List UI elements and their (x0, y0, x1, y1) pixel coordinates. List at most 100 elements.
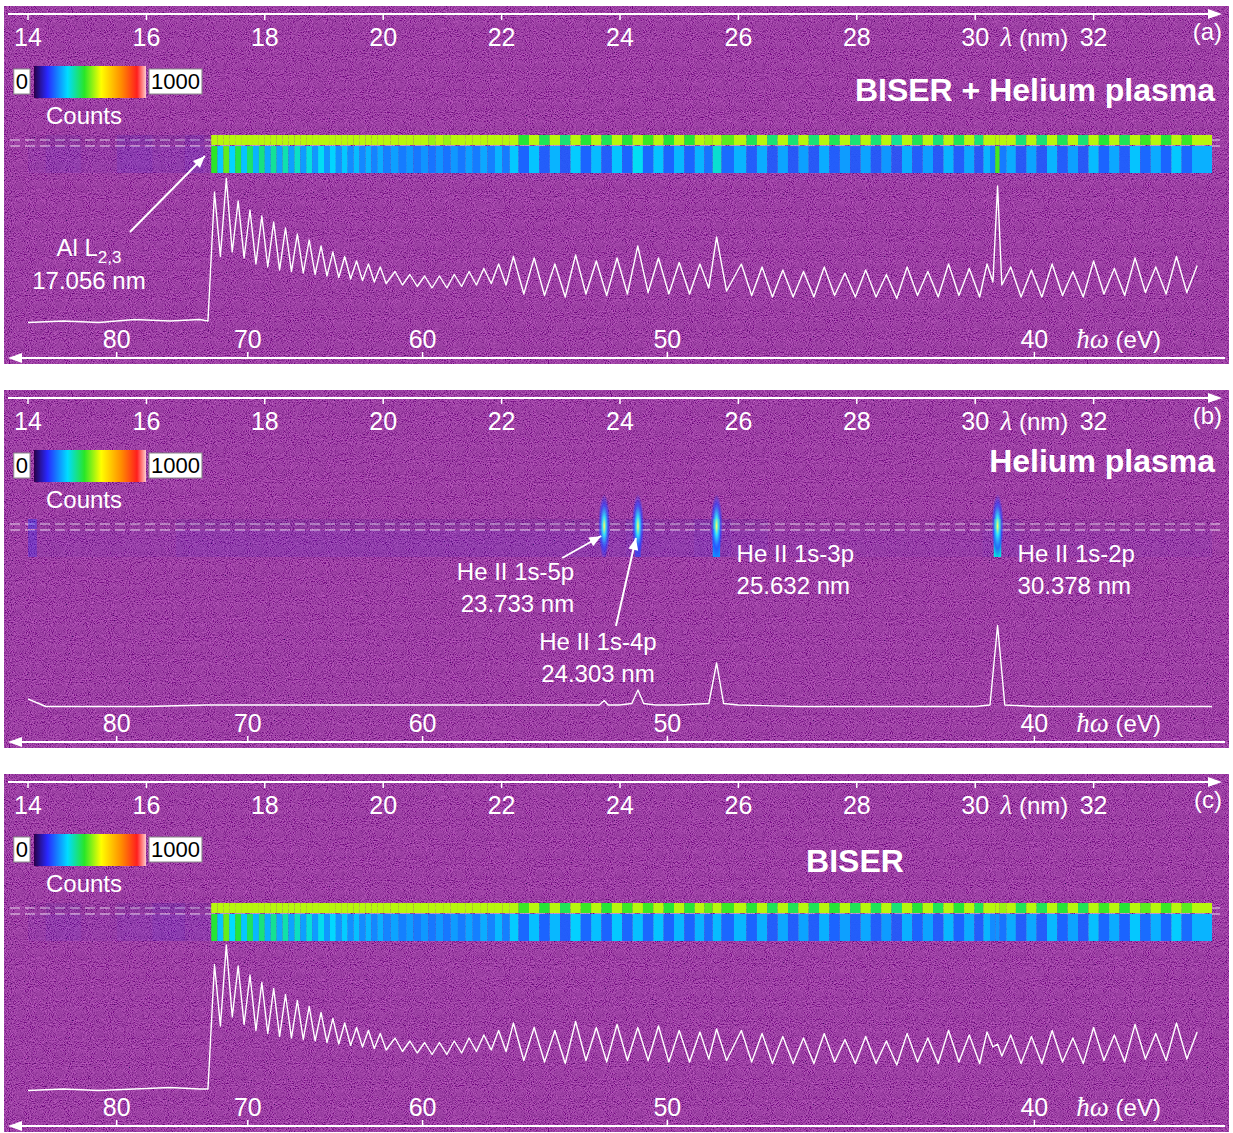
band-strip-upper (510, 135, 519, 145)
axis-title-unit: (nm) (1012, 408, 1068, 435)
colorbar-label-box (149, 453, 202, 478)
colorbar-label-box (14, 453, 30, 478)
band-strip-upper (37, 519, 67, 529)
band-strip-lower (1099, 146, 1109, 173)
band-strip-lower (1171, 914, 1181, 941)
band-strip-upper (704, 903, 712, 913)
band-strip-upper (1000, 135, 1007, 145)
annotation-text: 24.303 nm (541, 660, 654, 687)
x-tick-label: 32 (1080, 791, 1108, 819)
band-strip-lower (406, 914, 413, 941)
x-tick (501, 782, 503, 788)
band-strip-lower (1088, 914, 1098, 941)
band-strip-upper (436, 903, 443, 913)
x-tick (619, 398, 621, 404)
x-tick-label: 32 (1080, 407, 1108, 435)
band-strip-lower (974, 914, 983, 941)
band-strip-lower (633, 914, 643, 941)
band-strip-upper (1130, 135, 1140, 145)
band-strip-lower (570, 914, 580, 941)
band-strip-lower (81, 146, 117, 173)
band-strip-lower (943, 146, 953, 173)
band-strip-upper (253, 135, 259, 145)
band-strip-upper (336, 903, 342, 913)
lineout (28, 626, 1212, 707)
band-strip-upper (235, 519, 294, 529)
band-strip-lower (581, 146, 591, 173)
axis-title: ħω (eV) (1076, 1092, 1161, 1122)
band-strip-upper (788, 903, 798, 913)
band-strip-lower (488, 914, 495, 941)
band-strip-lower (819, 146, 829, 173)
band-strip-upper (602, 903, 612, 913)
colorbar-tick-label: 0 (16, 453, 28, 478)
band-strip-upper (1068, 135, 1078, 145)
band-strip-lower (653, 146, 663, 173)
band-strip-lower (983, 914, 990, 941)
band-strip-lower (1120, 914, 1130, 941)
band-strip-upper (602, 135, 612, 145)
x2-tick-label: 60 (409, 1093, 437, 1121)
x2-axis-line (18, 741, 1225, 743)
band-strip-lower (614, 530, 626, 557)
band-strip-upper (713, 903, 722, 913)
band-strip-upper (241, 135, 247, 145)
band-strip-upper (371, 903, 377, 913)
x-tick-label: 20 (369, 791, 397, 819)
band-strip-lower (1000, 146, 1007, 173)
band-strip-upper (850, 135, 860, 145)
band-strip-lower (871, 146, 881, 173)
axis-title: ħω (eV) (1076, 708, 1161, 738)
band-strip-lower (560, 146, 570, 173)
band-strip-upper (560, 135, 570, 145)
band-strip-upper (892, 135, 902, 145)
band-strip-upper (850, 903, 860, 913)
band-strip-lower (46, 914, 82, 941)
band-strip-lower (850, 146, 860, 173)
band-strip-lower (861, 146, 871, 173)
x-tick (1093, 14, 1095, 20)
annotation-main: 25.632 nm (737, 572, 850, 599)
band-strip-upper (502, 903, 509, 913)
band-strip-upper (253, 903, 259, 913)
band-strip-upper (204, 903, 211, 913)
band-strip-upper (560, 903, 570, 913)
x-tick (382, 14, 384, 20)
band-strip-lower (66, 530, 116, 557)
x-tick (974, 398, 976, 404)
band-strip-lower (650, 530, 668, 557)
band-strip-lower (902, 914, 912, 941)
band-strip-upper (1182, 903, 1192, 913)
band-strip-upper (529, 903, 539, 913)
x2-tick-label: 50 (653, 325, 681, 353)
band-strip-lower (664, 146, 674, 173)
x-tick-label: 16 (132, 407, 160, 435)
band-strip-upper (576, 519, 595, 529)
colorbar-label-box (149, 69, 202, 94)
band-strip-upper (798, 135, 808, 145)
band-strip-lower (1016, 914, 1026, 941)
band-strip-upper (1037, 135, 1047, 145)
band-strip-lower (1000, 914, 1007, 941)
colorbar (34, 450, 146, 482)
band-strip-lower (550, 146, 560, 173)
band-strip-upper (974, 903, 983, 913)
band-strip-lower (348, 914, 354, 941)
band-strip-lower (591, 914, 601, 941)
band-strip-upper (1182, 135, 1192, 145)
band-strip-lower (312, 914, 318, 941)
band-strip-upper (829, 135, 839, 145)
band-strip-lower (1192, 146, 1212, 173)
band-strip-lower (1192, 914, 1212, 941)
band-strip-lower (983, 146, 990, 173)
band-strip-upper (371, 135, 377, 145)
band-strip-lower (354, 146, 360, 173)
band-strip-upper (360, 903, 366, 913)
x-tick (264, 782, 266, 788)
axis-title-symbol: λ (1000, 406, 1013, 436)
colorbar-title: Counts (46, 102, 122, 129)
band-strip-lower (81, 914, 117, 941)
band-strip-upper (414, 135, 421, 145)
band-strip-upper (591, 135, 601, 145)
band-strip-lower (360, 914, 366, 941)
